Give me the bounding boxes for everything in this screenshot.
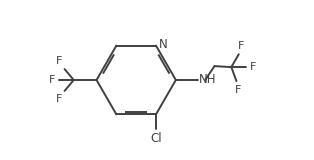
Text: N: N [159,38,167,51]
Text: NH: NH [199,73,216,86]
Text: F: F [235,85,241,95]
Text: F: F [56,56,62,66]
Text: F: F [49,75,56,85]
Text: F: F [250,62,257,72]
Text: F: F [238,41,244,51]
Text: Cl: Cl [150,132,162,145]
Text: F: F [56,94,62,104]
